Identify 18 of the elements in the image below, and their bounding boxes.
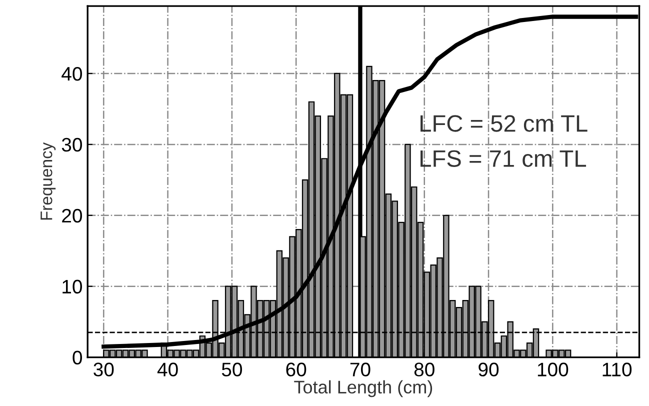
x-tick-label: 40 [157,362,178,376]
y-tick-label: 40 [62,66,82,81]
y-tick-label: 10 [62,280,82,294]
y-axis-title: Frequency [40,142,56,220]
y-tick-label: 20 [62,208,82,223]
x-tick-label: 50 [222,362,242,376]
x-tick-label: 60 [286,362,306,376]
y-tick-label: 0 [72,350,82,365]
annotation: LFC = 52 cm TL [420,115,588,132]
y-tick-label: 30 [62,138,82,152]
x-tick-label: 80 [414,362,434,376]
x-tick-label: 30 [94,362,114,376]
x-tick-label: 110 [602,362,632,376]
x-tick-label: 100 [538,362,568,376]
annotation: LFS = 71 cm TL [420,150,586,167]
x-axis-title: Total Length (cm) [294,380,432,398]
x-tick-label: 70 [350,362,370,376]
x-tick-label: 90 [478,362,499,376]
